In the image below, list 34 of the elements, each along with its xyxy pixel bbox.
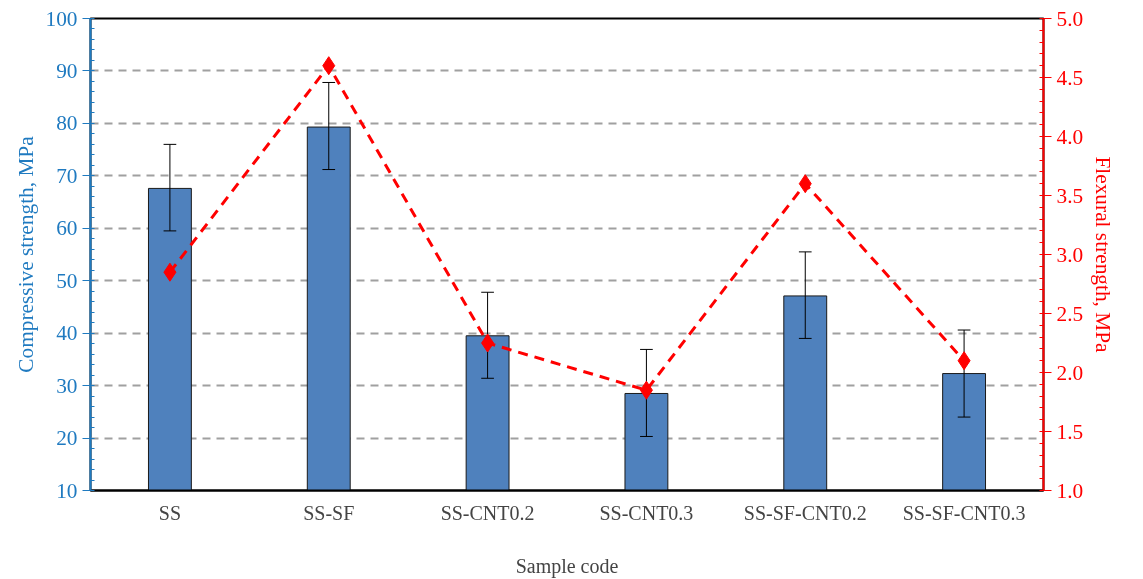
x-tick-label: SS-CNT0.2 (440, 501, 535, 524)
point (481, 333, 495, 353)
x-axis-title: Sample code (515, 554, 619, 578)
point (322, 56, 336, 76)
point (957, 351, 971, 371)
point (639, 380, 653, 400)
y2-tick-label: 5.0 (1056, 6, 1084, 31)
y-tick-label: 70 (56, 163, 78, 188)
y2-tick-label: 3.0 (1056, 242, 1084, 267)
y-tick-label: 80 (56, 111, 78, 136)
y-tick-label: 90 (56, 58, 78, 83)
y-axis-title: Compressive strength, MPa (13, 135, 38, 373)
y2-tick-label: 3.5 (1056, 183, 1084, 208)
y2-tick-label: 2.0 (1056, 360, 1084, 385)
y-tick-label: 100 (45, 6, 78, 31)
y2-axis-title: Flexural strength, MPa (1091, 156, 1116, 354)
y-tick-label: 60 (56, 216, 78, 241)
y2-tick-label: 1.0 (1056, 478, 1084, 503)
y-tick-label: 50 (56, 268, 78, 293)
y2-tick-label: 4.0 (1056, 124, 1084, 149)
x-tick-label: SS-SF-CNT0.3 (902, 501, 1026, 524)
x-tick-label: SS-SF-CNT0.2 (743, 501, 867, 524)
y2-tick-label: 1.5 (1056, 419, 1084, 444)
y2-tick-label: 2.5 (1056, 301, 1084, 326)
x-tick-label: SS (158, 501, 182, 524)
y-tick-label: 20 (56, 426, 78, 451)
point (163, 262, 177, 282)
y-tick-label: 40 (56, 321, 78, 346)
y-tick-label: 10 (56, 478, 78, 503)
point (798, 174, 812, 194)
x-tick-label: SS-SF (303, 501, 355, 524)
y-tick-label: 30 (56, 373, 78, 398)
x-tick-label: SS-CNT0.3 (599, 501, 694, 524)
y2-tick-label: 4.5 (1056, 65, 1084, 90)
